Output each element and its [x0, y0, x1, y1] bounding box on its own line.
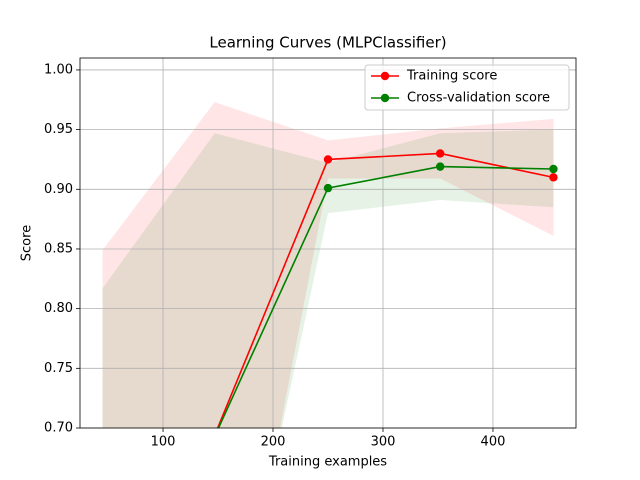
- point: [211, 431, 219, 439]
- y-axis-label: Score: [20, 225, 35, 261]
- legend-label: Cross-validation score: [407, 91, 550, 106]
- x-tick-label: 400: [481, 435, 506, 450]
- y-tick-label: 0.70: [44, 421, 73, 436]
- point: [549, 173, 558, 182]
- y-tick-label: 0.80: [44, 301, 73, 316]
- chart-title: Learning Curves (MLPClassifier): [209, 34, 446, 52]
- legend-label: Training score: [406, 69, 497, 84]
- x-axis-label: Training examples: [268, 455, 387, 470]
- point: [323, 155, 333, 164]
- point: [435, 149, 445, 158]
- point: [211, 432, 219, 440]
- point: [435, 162, 445, 171]
- y-tick-label: 1.00: [44, 62, 73, 77]
- lines: [211, 149, 558, 440]
- legend-box: [364, 64, 570, 111]
- y-tick-label: 0.75: [44, 361, 73, 376]
- y-tick-label: 0.85: [44, 241, 73, 256]
- legend: Training score Cross-validation score: [364, 64, 570, 111]
- y-tick-label: 0.90: [44, 182, 73, 197]
- x-tick-label: 300: [371, 435, 396, 450]
- point: [549, 164, 558, 174]
- x-tick-label: 200: [261, 435, 286, 450]
- y-tick-label: 0.95: [44, 122, 73, 137]
- band: [102, 102, 554, 428]
- point: [323, 183, 333, 193]
- plot-frame: [79, 57, 577, 429]
- legend-marker: [380, 71, 390, 81]
- band: [102, 129, 554, 428]
- legend-marker: [380, 93, 390, 103]
- bands: [102, 102, 554, 428]
- x-tick-label: 100: [151, 435, 176, 450]
